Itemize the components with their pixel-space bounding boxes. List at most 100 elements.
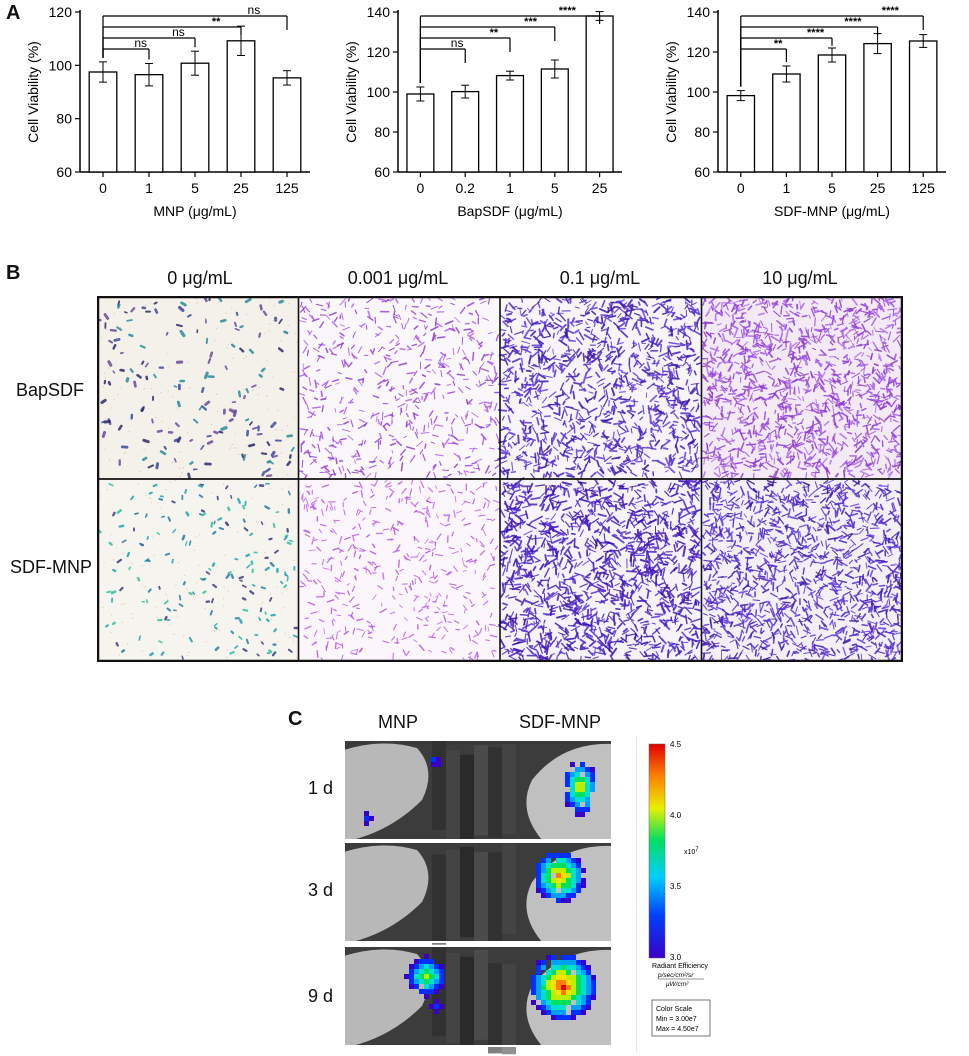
signal-pixel [551, 960, 556, 965]
signal-pixel [575, 802, 580, 807]
signal-pixel [576, 975, 581, 980]
signal-pixel [434, 984, 439, 989]
signal-pixel [541, 883, 546, 888]
imaging-frame-1 [344, 842, 612, 945]
signal-pixel [565, 782, 570, 787]
signal-pixel [581, 960, 586, 965]
cell-marks [131, 369, 133, 371]
signal-pixel [551, 863, 556, 868]
signal-pixel [551, 970, 556, 975]
signal-pixel [566, 888, 571, 893]
signal-pixel [575, 777, 580, 782]
signal-pixel [561, 883, 566, 888]
x-tick-label: 5 [551, 180, 559, 196]
signal-pixel [434, 974, 439, 979]
signal-pixel [586, 985, 591, 990]
signal-pixel [536, 888, 541, 893]
imaging-frame-0 [344, 740, 612, 845]
signal-pixel [575, 812, 580, 817]
signal-pixel [570, 787, 575, 792]
y-tick-label: 100 [687, 84, 711, 100]
signal-pixel [561, 955, 566, 960]
signal-pixel [536, 965, 541, 970]
signal-pixel [581, 1005, 586, 1010]
signal-pixel [576, 1005, 581, 1010]
signal-pixel [546, 868, 551, 873]
micrograph-1-1 [299, 479, 501, 662]
signal-pixel [580, 777, 585, 782]
bar [452, 92, 479, 172]
signal-pixel [576, 873, 581, 878]
x-tick-label: 1 [145, 180, 153, 196]
svg-text:x107: x107 [684, 847, 699, 856]
y-tick-label: 140 [367, 4, 391, 20]
row-label-sdf-mnp: SDF-MNP [10, 557, 92, 578]
signal-pixel [571, 1010, 576, 1015]
signal-pixel [591, 990, 596, 995]
signal-pixel [541, 990, 546, 995]
signal-pixel [576, 858, 581, 863]
cell-marks [180, 308, 183, 311]
signal-pixel [585, 767, 590, 772]
cell-marks [240, 326, 242, 327]
row-label-bapsdf: BapSDF [16, 380, 84, 401]
cell-marks [189, 474, 190, 478]
signal-pixel [580, 767, 585, 772]
signal-pixel [414, 984, 419, 989]
y-tick-label: 80 [694, 124, 710, 140]
imaging-row-1d: 1 d [308, 778, 333, 799]
signal-pixel [434, 969, 439, 974]
signal-pixel [536, 1005, 541, 1010]
x-axis-label: BapSDF (μg/mL) [457, 203, 562, 219]
signal-pixel [424, 979, 429, 984]
signal-pixel [551, 883, 556, 888]
signal-pixel [536, 980, 541, 985]
signal-pixel [566, 960, 571, 965]
signal-pixel [571, 858, 576, 863]
signal-pixel [561, 970, 566, 975]
signal-pixel [575, 767, 580, 772]
signal-pixel [581, 868, 586, 873]
signal-pixel [424, 974, 429, 979]
texture-patch [446, 953, 460, 1043]
imaging-row-3d: 3 d [308, 880, 333, 901]
x-tick-label: 5 [191, 180, 199, 196]
signal-pixel [561, 853, 566, 858]
signal-pixel [591, 975, 596, 980]
signal-pixel [566, 868, 571, 873]
signal-pixel [565, 772, 570, 777]
signal-pixel [561, 965, 566, 970]
column-label-0: 0 μg/mL [100, 268, 300, 289]
signal-pixel [556, 893, 561, 898]
panel-letter-b: B [6, 262, 20, 285]
signal-pixel [536, 985, 541, 990]
signal-pixel [364, 816, 369, 821]
texture-patch [446, 750, 460, 840]
signal-pixel [429, 974, 434, 979]
signal-pixel [585, 797, 590, 802]
signal-pixel [556, 898, 561, 903]
signal-pixel [434, 1004, 439, 1009]
signal-pixel [561, 873, 566, 878]
signal-pixel [576, 990, 581, 995]
signal-pixel [439, 984, 444, 989]
significance-label: ** [490, 27, 499, 39]
signal-pixel [591, 995, 596, 1000]
texture-patch [502, 744, 516, 834]
signal-pixel [541, 878, 546, 883]
signal-pixel [575, 772, 580, 777]
signal-pixel [561, 985, 566, 990]
signal-pixel [424, 994, 429, 999]
significance-label: ** [774, 38, 783, 50]
signal-pixel [581, 883, 586, 888]
signal-pixel [556, 980, 561, 985]
imaging-frame-2 [344, 946, 612, 1054]
signal-pixel [566, 975, 571, 980]
signal-pixel [409, 974, 414, 979]
signal-pixel [429, 989, 434, 994]
x-tick-label: 0 [99, 180, 107, 196]
cell-marks [172, 501, 174, 502]
signal-pixel [576, 1000, 581, 1005]
signal-pixel [551, 1015, 556, 1020]
signal-pixel [439, 974, 444, 979]
